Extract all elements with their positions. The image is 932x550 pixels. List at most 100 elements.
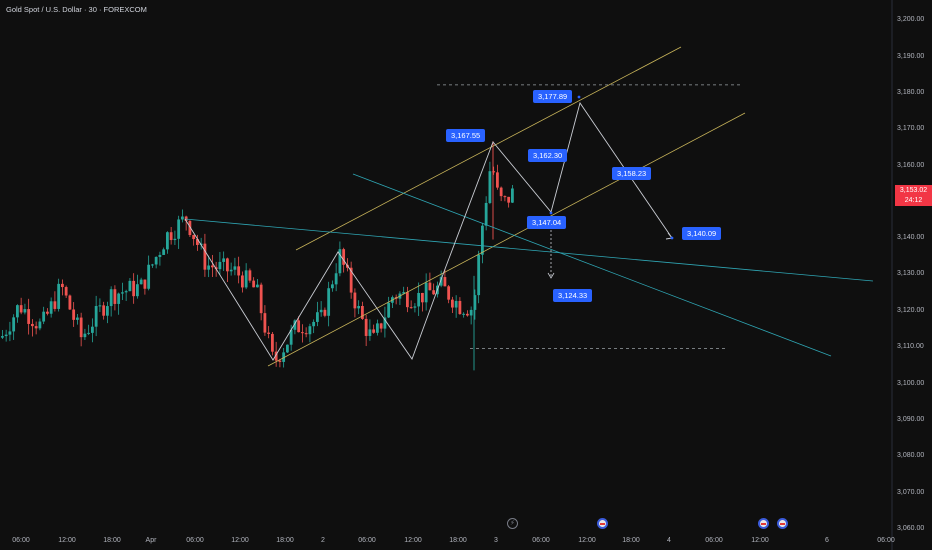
- candle-body: [222, 258, 226, 262]
- candle-body: [451, 299, 454, 308]
- candle-body: [248, 270, 252, 281]
- candle-body: [173, 238, 177, 241]
- target-label-7[interactable]: 3,124.33: [553, 289, 593, 302]
- x-tick: 06:00: [186, 537, 204, 544]
- x-tick: 06:00: [877, 537, 895, 544]
- x-tick: 12:00: [751, 537, 769, 544]
- candle-body: [113, 289, 117, 304]
- candle-body: [492, 171, 496, 173]
- y-tick: 3,170.00: [897, 125, 925, 132]
- candle-body: [79, 317, 83, 338]
- us-flag-icon[interactable]: [758, 518, 769, 529]
- candle-body: [349, 267, 353, 293]
- candle-body: [447, 286, 451, 300]
- candle-body: [252, 280, 256, 288]
- candle-body: [42, 311, 46, 322]
- candle-body: [323, 309, 327, 316]
- candle-body: [488, 171, 492, 203]
- candle-body: [166, 232, 169, 250]
- us-flag-icon[interactable]: [777, 518, 788, 529]
- symbol-title[interactable]: Gold Spot / U.S. Dollar · 30 · FOREXCOM: [6, 5, 147, 14]
- y-tick: 3,200.00: [897, 16, 925, 23]
- candle-body: [177, 219, 181, 239]
- last-price: 3,153.02: [899, 187, 928, 194]
- candle-body: [68, 295, 72, 310]
- candle-body: [237, 266, 241, 276]
- candle-body: [286, 344, 289, 353]
- candle-body: [106, 306, 109, 316]
- x-tick: 12:00: [231, 537, 249, 544]
- candle-body: [331, 284, 334, 289]
- candle-body: [203, 243, 207, 270]
- candle-body: [263, 313, 267, 333]
- x-tick: 18:00: [449, 537, 467, 544]
- x-tick: 12:00: [404, 537, 422, 544]
- us-flag-icon[interactable]: [597, 518, 608, 529]
- candle-body: [98, 305, 102, 307]
- candle-body: [151, 264, 154, 266]
- drawings: [184, 46, 874, 367]
- anchor-dot: [577, 95, 581, 99]
- y-tick: 3,060.00: [897, 525, 925, 532]
- candle-body: [64, 287, 68, 296]
- candle-body: [383, 317, 387, 329]
- candle-body: [424, 282, 428, 303]
- candle-body: [49, 301, 53, 314]
- candle-body: [124, 291, 128, 293]
- candle-body: [469, 309, 473, 316]
- target-label-3[interactable]: 3,162.30: [528, 149, 568, 162]
- trend-line-lower: [352, 173, 832, 357]
- candle-body: [481, 225, 484, 255]
- candle-body: [312, 321, 316, 327]
- x-tick: 18:00: [276, 537, 294, 544]
- candle-body: [462, 313, 466, 315]
- candle-body: [192, 235, 196, 240]
- candle-body: [72, 309, 76, 320]
- candle-body: [503, 196, 507, 198]
- candle-body: [143, 279, 147, 289]
- candle-body: [4, 334, 8, 337]
- candle-body: [466, 313, 469, 316]
- candle-body: [301, 332, 304, 334]
- y-tick: 3,180.00: [897, 89, 925, 96]
- x-tick: 18:00: [622, 537, 640, 544]
- candle-body: [342, 249, 346, 265]
- target-label-5[interactable]: 3,147.04: [527, 216, 567, 229]
- x-tick: 12:00: [578, 537, 596, 544]
- candle-body: [432, 290, 436, 295]
- candle-body: [297, 320, 301, 333]
- target-label-4[interactable]: 3,158.23: [612, 167, 652, 180]
- candle-body: [357, 306, 361, 309]
- candle-body: [154, 256, 158, 265]
- target-label-6[interactable]: 3,140.09: [682, 227, 722, 240]
- x-tick: 6: [825, 537, 829, 544]
- candle-body: [282, 352, 286, 362]
- arrow-head: [547, 272, 555, 279]
- channel-lower-line: [267, 112, 746, 367]
- candle-body: [139, 279, 143, 285]
- candle-body: [109, 289, 113, 307]
- candle-body: [499, 187, 503, 197]
- candle-body: [147, 264, 151, 289]
- x-tick: Apr: [145, 537, 157, 544]
- y-tick: 3,160.00: [897, 162, 925, 169]
- candle-body: [473, 295, 477, 310]
- candle-body: [211, 265, 214, 268]
- lightning-icon[interactable]: ⚡: [507, 518, 518, 529]
- candle-body: [443, 277, 447, 287]
- candle-body: [387, 302, 391, 318]
- x-tick: 06:00: [12, 537, 30, 544]
- candle-body: [233, 266, 237, 270]
- candle-body: [271, 333, 274, 352]
- y-tick: 3,100.00: [897, 380, 925, 387]
- candle-body: [12, 317, 16, 332]
- y-tick: 3,110.00: [897, 343, 924, 350]
- target-label-2[interactable]: 3,167.55: [446, 129, 486, 142]
- candle-body: [267, 332, 271, 334]
- candle-body: [83, 333, 87, 338]
- anchor-dot: [549, 211, 553, 215]
- target-label-1[interactable]: 3,177.89: [533, 90, 573, 103]
- candle-body: [428, 282, 432, 291]
- candle-body: [454, 300, 458, 308]
